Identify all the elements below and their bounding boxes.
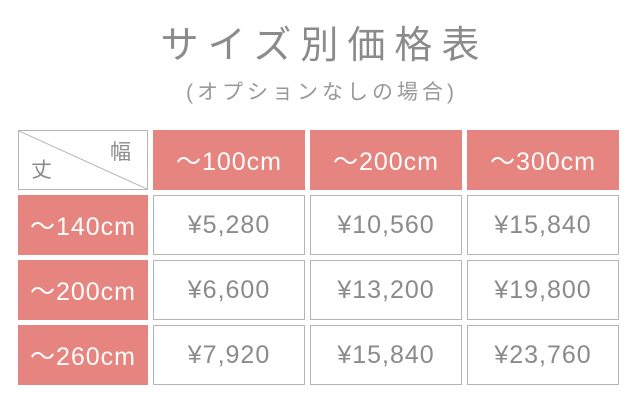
width-axis-label: 幅 <box>110 141 131 164</box>
corner-cell: 幅 丈 <box>18 130 148 190</box>
column-header-200cm: 〜200cm <box>310 130 462 190</box>
page-subtitle: (オプションなしの場合) <box>186 80 458 104</box>
column-header-100cm: 〜100cm <box>153 130 305 190</box>
price-cell-140-100: ¥5,280 <box>153 195 305 255</box>
row-header-260cm: 〜260cm <box>18 325 148 385</box>
price-cell-200-300: ¥19,800 <box>467 260 619 320</box>
price-table: 幅 丈 〜100cm 〜200cm 〜300cm 〜140cm ¥5,280 ¥… <box>18 130 619 385</box>
column-header-300cm: 〜300cm <box>467 130 619 190</box>
row-header-200cm: 〜200cm <box>18 260 148 320</box>
height-axis-label: 丈 <box>31 159 52 182</box>
price-cell-200-100: ¥6,600 <box>153 260 305 320</box>
page-title: サイズ別価格表 <box>160 25 489 67</box>
price-cell-140-300: ¥15,840 <box>467 195 619 255</box>
row-header-140cm: 〜140cm <box>18 195 148 255</box>
price-cell-260-300: ¥23,760 <box>467 325 619 385</box>
diagonal-divider-line <box>19 131 147 189</box>
price-cell-140-200: ¥10,560 <box>310 195 462 255</box>
price-cell-200-200: ¥13,200 <box>310 260 462 320</box>
price-cell-260-100: ¥7,920 <box>153 325 305 385</box>
price-cell-260-200: ¥15,840 <box>310 325 462 385</box>
